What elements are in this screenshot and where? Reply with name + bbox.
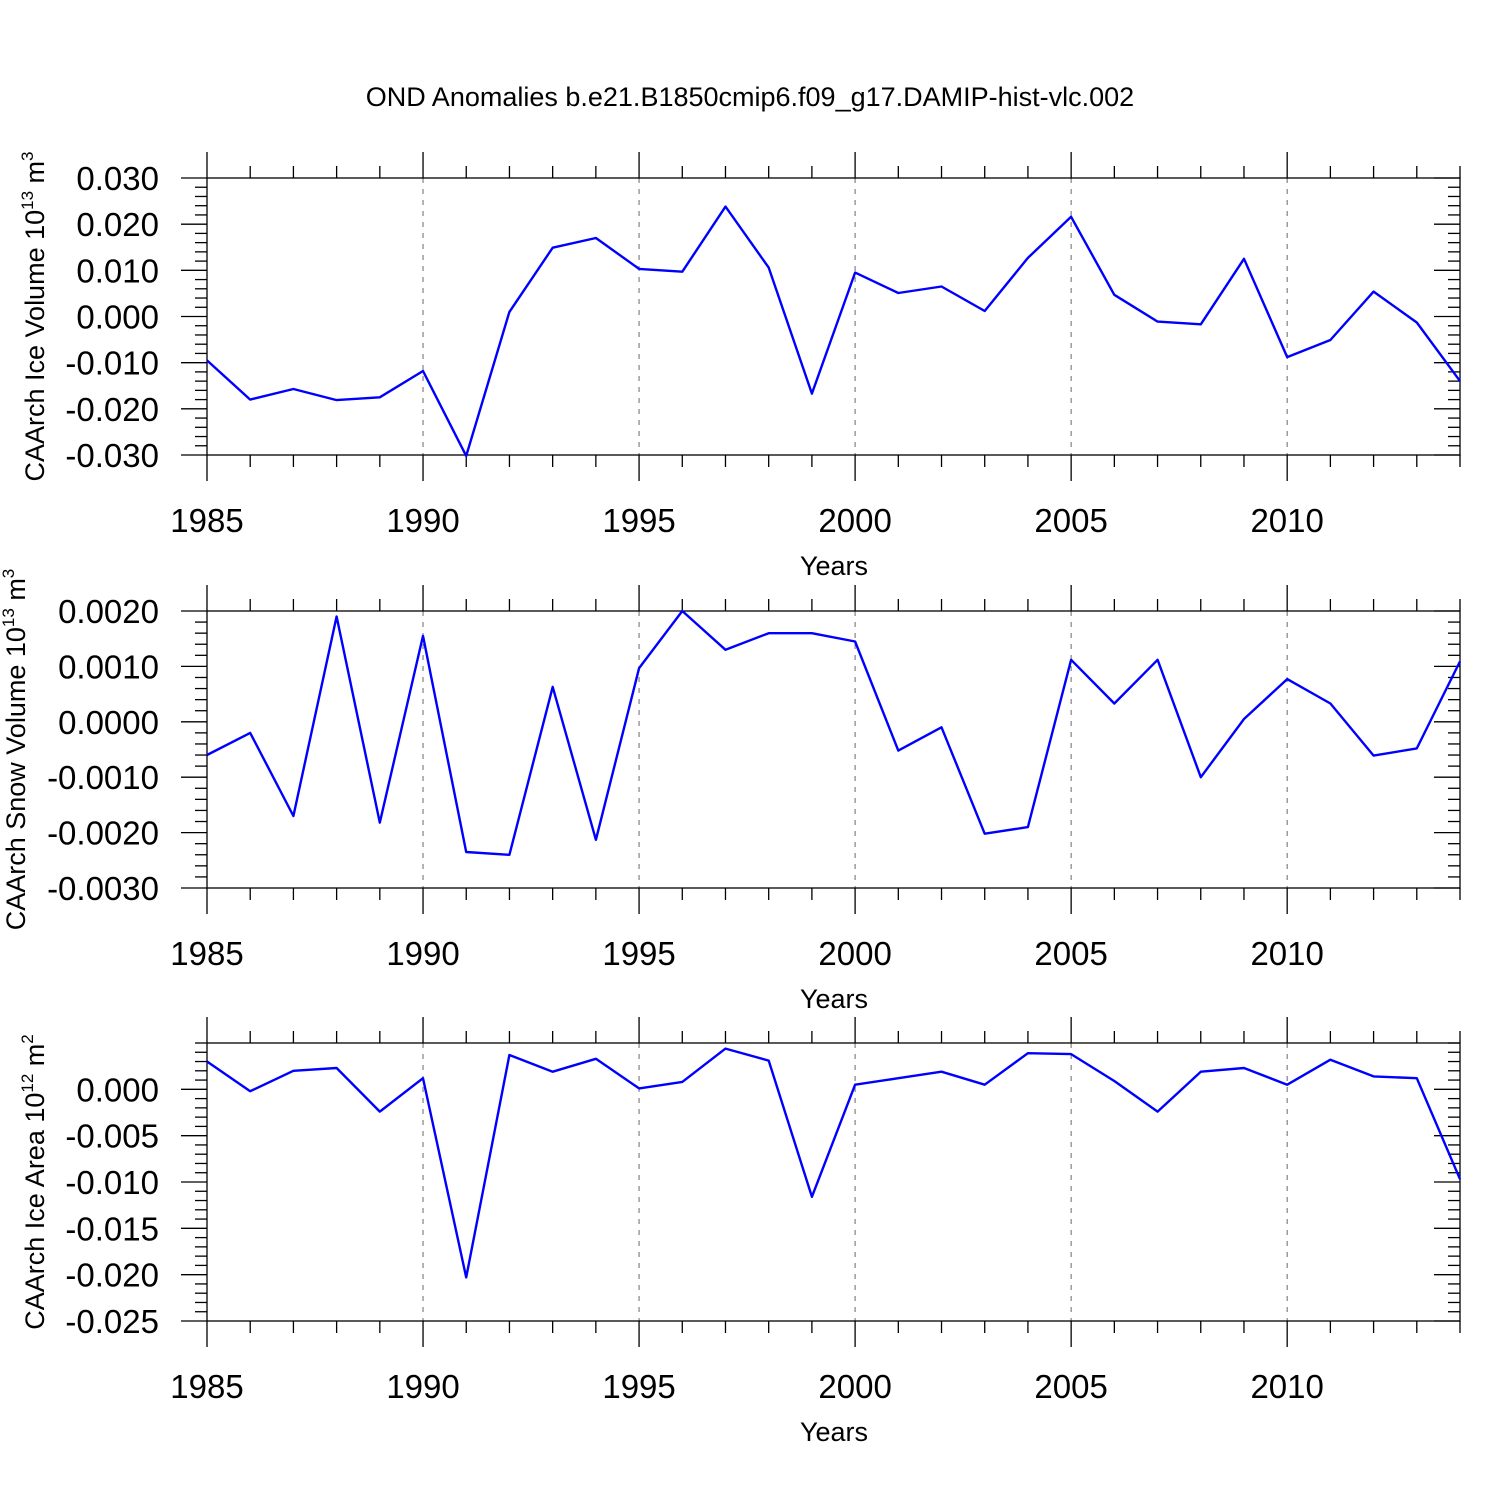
y-tick-label: -0.0020 [47,815,159,852]
y-axis-label-unit: m [20,161,50,191]
y-tick-label: 0.000 [76,1071,159,1108]
x-tick-label: 2005 [1034,502,1107,539]
series-line [206,1047,1462,1279]
x-tick-label: 1990 [386,935,459,972]
x-tick-label: 2000 [818,935,891,972]
x-tick-label: 1985 [170,502,243,539]
y-tick-label: -0.0030 [47,870,159,907]
x-tick-label: 2000 [818,1368,891,1405]
panel-ice-area: 1985 1990 1995 2000 2005 2010 Years -0.025 -0.02… [18,1017,1462,1447]
plot-frame [206,610,1461,889]
plot-frame [206,177,1461,456]
x-tick-label: 2010 [1250,935,1323,972]
y-tick-label: 0.020 [76,206,159,243]
x-tick-label: 2010 [1250,1368,1323,1405]
x-tick-label: 2005 [1034,1368,1107,1405]
y-axis-label-main: CAArch Ice Area 10 [20,1093,50,1330]
y-axis-label-unit: m [1,578,31,608]
y-tick-label: -0.025 [65,1303,159,1340]
figure-title: OND Anomalies b.e21.B1850cmip6.f09_g17.D… [366,82,1134,112]
x-tick-label: 1995 [602,1368,675,1405]
x-tick-label: 1985 [170,1368,243,1405]
y-tick-label: -0.015 [65,1210,159,1247]
y-axis-label-unit-exponent: 2 [18,1034,37,1043]
y-axis-label-unit-exponent: 3 [0,569,18,578]
y-tick-label: -0.005 [65,1118,159,1155]
x-tick-label: 1990 [386,1368,459,1405]
y-axis-label-unit: m [20,1044,50,1074]
x-axis-label: Years [800,1417,868,1447]
panel-ice-volume: 1985 1990 1995 2000 2005 2010 Years -0.030 -0.02… [18,151,1461,581]
x-tick-label: 2000 [818,502,891,539]
series-line [206,609,1462,856]
y-axis-label-exponent: 13 [0,608,18,627]
y-tick-label: 0.030 [76,160,159,197]
y-tick-label: 0.0020 [58,593,159,630]
y-tick-label: 0.010 [76,252,159,289]
x-axis-label: Years [800,551,868,581]
x-tick-label: 1985 [170,935,243,972]
y-tick-label: -0.010 [65,345,159,382]
y-tick-label: 0.000 [76,299,159,336]
x-tick-label: 1995 [602,502,675,539]
y-axis-label: CAArch Snow Volume 1013 m3 [0,569,31,931]
y-axis-label-exponent: 12 [18,1074,37,1093]
y-tick-label: -0.020 [65,1257,159,1294]
y-tick-label: 0.0000 [58,704,159,741]
x-tick-label: 2010 [1250,502,1323,539]
x-tick-label: 2005 [1034,935,1107,972]
y-axis-label-main: CAArch Ice Volume 10 [20,210,50,482]
x-axis-label: Years [800,984,868,1014]
plot-frame [206,1042,1461,1322]
y-tick-label: -0.010 [65,1164,159,1201]
y-axis-label-unit-exponent: 3 [18,151,37,160]
y-axis-label-main: CAArch Snow Volume 10 [1,627,31,930]
y-tick-label: -0.030 [65,437,159,474]
y-tick-label: -0.0010 [47,759,159,796]
y-tick-label: -0.020 [65,391,159,428]
x-tick-label: 1990 [386,502,459,539]
y-axis-label: CAArch Ice Volume 1013 m3 [18,151,50,481]
y-axis-label: CAArch Ice Area 1012 m2 [18,1034,50,1330]
y-tick-label: 0.0010 [58,648,159,685]
panel-snow-volume: 1985 1990 1995 2000 2005 2010 Years -0.0030 -0.0… [0,569,1462,1014]
series-line [206,205,1461,458]
y-axis-label-exponent: 13 [18,191,37,210]
x-tick-label: 1995 [602,935,675,972]
